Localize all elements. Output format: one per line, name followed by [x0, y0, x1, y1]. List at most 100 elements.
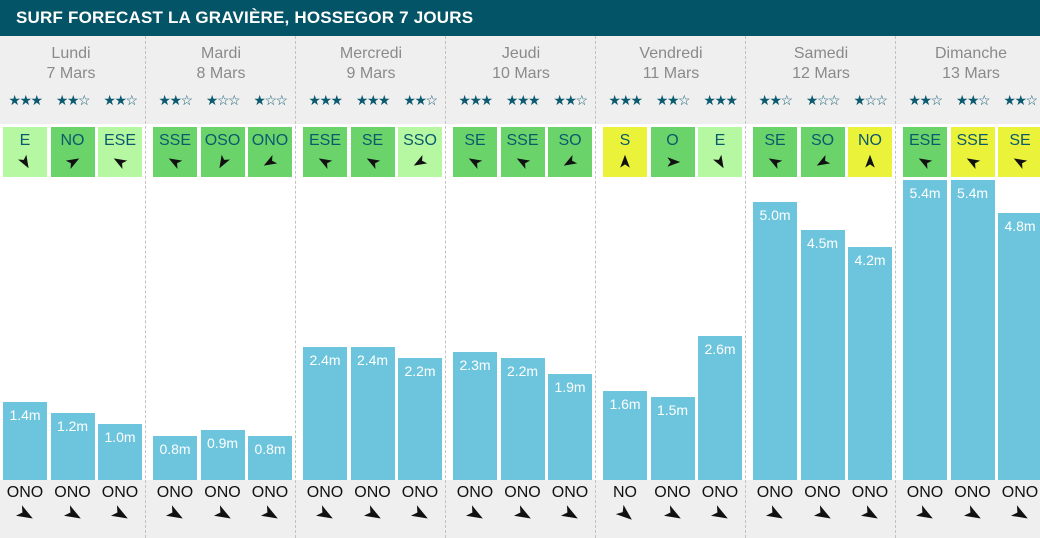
- wave-height-label: 1.2m: [56, 418, 89, 434]
- arrow-icon: [1010, 505, 1028, 519]
- wave-height-label: 0.8m: [159, 441, 191, 457]
- wind-direction: ESE: [308, 132, 341, 149]
- wind-cell: SO: [548, 127, 592, 177]
- wave-height-bar: 1.4m: [3, 402, 47, 480]
- star-rating: ★★★: [608, 92, 643, 108]
- wind-cell: SSE: [950, 127, 995, 177]
- swell-arrow-icon: [615, 504, 635, 524]
- wind-arrow-icon: [917, 154, 933, 170]
- wind-direction: E: [19, 132, 31, 149]
- day-date: 12 Mars: [792, 65, 850, 82]
- day-name: Mardi: [200, 45, 241, 62]
- arrow-icon: [713, 154, 724, 169]
- day-separator: [745, 36, 746, 538]
- wind-direction: ONO: [251, 132, 289, 149]
- arrow-icon: [218, 154, 230, 169]
- swell-arrow-icon: [813, 504, 833, 524]
- arrow-icon: [315, 505, 333, 519]
- day-name: Samedi: [793, 45, 849, 62]
- swell-arrow-icon: [663, 504, 683, 524]
- header-band: [0, 36, 1040, 124]
- swell-arrow-icon: [213, 504, 233, 524]
- arrow-icon: [413, 155, 428, 166]
- wave-height-bar: 1.5m: [650, 397, 695, 480]
- wind-arrow-icon: [65, 154, 81, 170]
- wind-cell: NO: [848, 127, 892, 177]
- swell-arrow-icon: [410, 504, 430, 524]
- wave-height-bar: 5.0m: [753, 202, 797, 480]
- wind-direction: SE: [1009, 132, 1031, 149]
- wind-cell: O: [650, 127, 695, 177]
- wind-cell: SO: [800, 127, 845, 177]
- wave-height-label: 1.4m: [9, 407, 41, 423]
- arrow-icon: [363, 505, 381, 519]
- wind-direction: S: [619, 132, 631, 149]
- wave-height-bar: 0.8m: [153, 436, 197, 480]
- wind-cell: SE: [453, 127, 497, 177]
- arrow-icon: [513, 505, 531, 519]
- wave-height-label: 4.2m: [854, 252, 886, 268]
- wave-height-bar: 2.3m: [453, 352, 497, 480]
- star-rating: ★★★: [505, 92, 541, 108]
- arrow-icon: [710, 505, 728, 519]
- wave-height-label: 0.8m: [254, 441, 286, 457]
- arrow-icon: [468, 158, 483, 169]
- wave-height-label: 2.4m: [309, 352, 341, 368]
- arrow-icon: [213, 505, 231, 519]
- arrow-icon: [1013, 158, 1028, 169]
- wind-direction: SE: [361, 132, 384, 149]
- swell-arrow-icon: [860, 504, 880, 524]
- wave-height-label: 1.0m: [104, 429, 136, 445]
- wind-arrow-icon: [262, 154, 278, 170]
- star-rating: ★☆☆: [853, 92, 888, 108]
- day-header: Jeudi 10 Mars: [446, 44, 596, 84]
- wave-height-bar: 5.4m: [903, 180, 947, 480]
- arrow-icon: [816, 155, 830, 166]
- swell-direction: ONO: [804, 484, 841, 501]
- arrow-icon: [410, 505, 428, 519]
- wind-direction: SSE: [956, 132, 989, 149]
- star-rating: ★★☆: [55, 92, 91, 108]
- star-rating: ★★☆: [158, 92, 193, 108]
- arrow-icon: [666, 157, 680, 167]
- swell-arrow-icon: [710, 504, 730, 524]
- wind-cell: SE: [998, 127, 1040, 177]
- arrow-icon: [768, 158, 783, 169]
- wind-cell: S: [603, 127, 647, 177]
- wave-height-label: 4.8m: [1004, 218, 1036, 234]
- wave-height-bar: 4.5m: [800, 230, 845, 480]
- wind-cell: SSO: [398, 127, 442, 177]
- day-date: 13 Mars: [942, 65, 1000, 82]
- swell-arrow-icon: [260, 504, 280, 524]
- swell-direction: ONO: [401, 484, 439, 501]
- arrow-icon: [963, 505, 981, 519]
- swell-direction: ONO: [354, 484, 391, 501]
- arrow-icon: [15, 505, 33, 519]
- day-date: 11 Mars: [642, 65, 700, 82]
- wave-height-label: 0.9m: [206, 435, 239, 451]
- swell-direction: ONO: [54, 484, 91, 501]
- wave-height-label: 2.3m: [459, 357, 491, 373]
- arrow-icon: [260, 505, 278, 519]
- day-header: Samedi 12 Mars: [746, 44, 896, 84]
- arrow-icon: [915, 505, 933, 519]
- arrow-icon: [113, 158, 128, 169]
- wave-height-label: 2.2m: [404, 363, 436, 379]
- wave-height-bar: 0.9m: [200, 430, 245, 480]
- wind-arrow-icon: [862, 154, 878, 170]
- wind-arrow-icon: [965, 154, 981, 170]
- star-rating: ★★★: [8, 92, 43, 108]
- star-rating: ★★★: [308, 92, 343, 108]
- swell-arrow-icon: [465, 504, 485, 524]
- day-separator: [445, 36, 446, 538]
- arrow-icon: [168, 158, 183, 169]
- wave-height-label: 2.6m: [704, 341, 736, 357]
- swell-direction: ONO: [756, 484, 794, 501]
- wave-height-bar: 4.8m: [998, 213, 1040, 480]
- wind-direction: SO: [810, 132, 835, 149]
- wind-arrow-icon: [1012, 154, 1028, 170]
- wind-arrow-icon: [767, 154, 783, 170]
- wind-arrow-icon: [112, 154, 128, 170]
- wind-arrow-icon: [617, 154, 633, 170]
